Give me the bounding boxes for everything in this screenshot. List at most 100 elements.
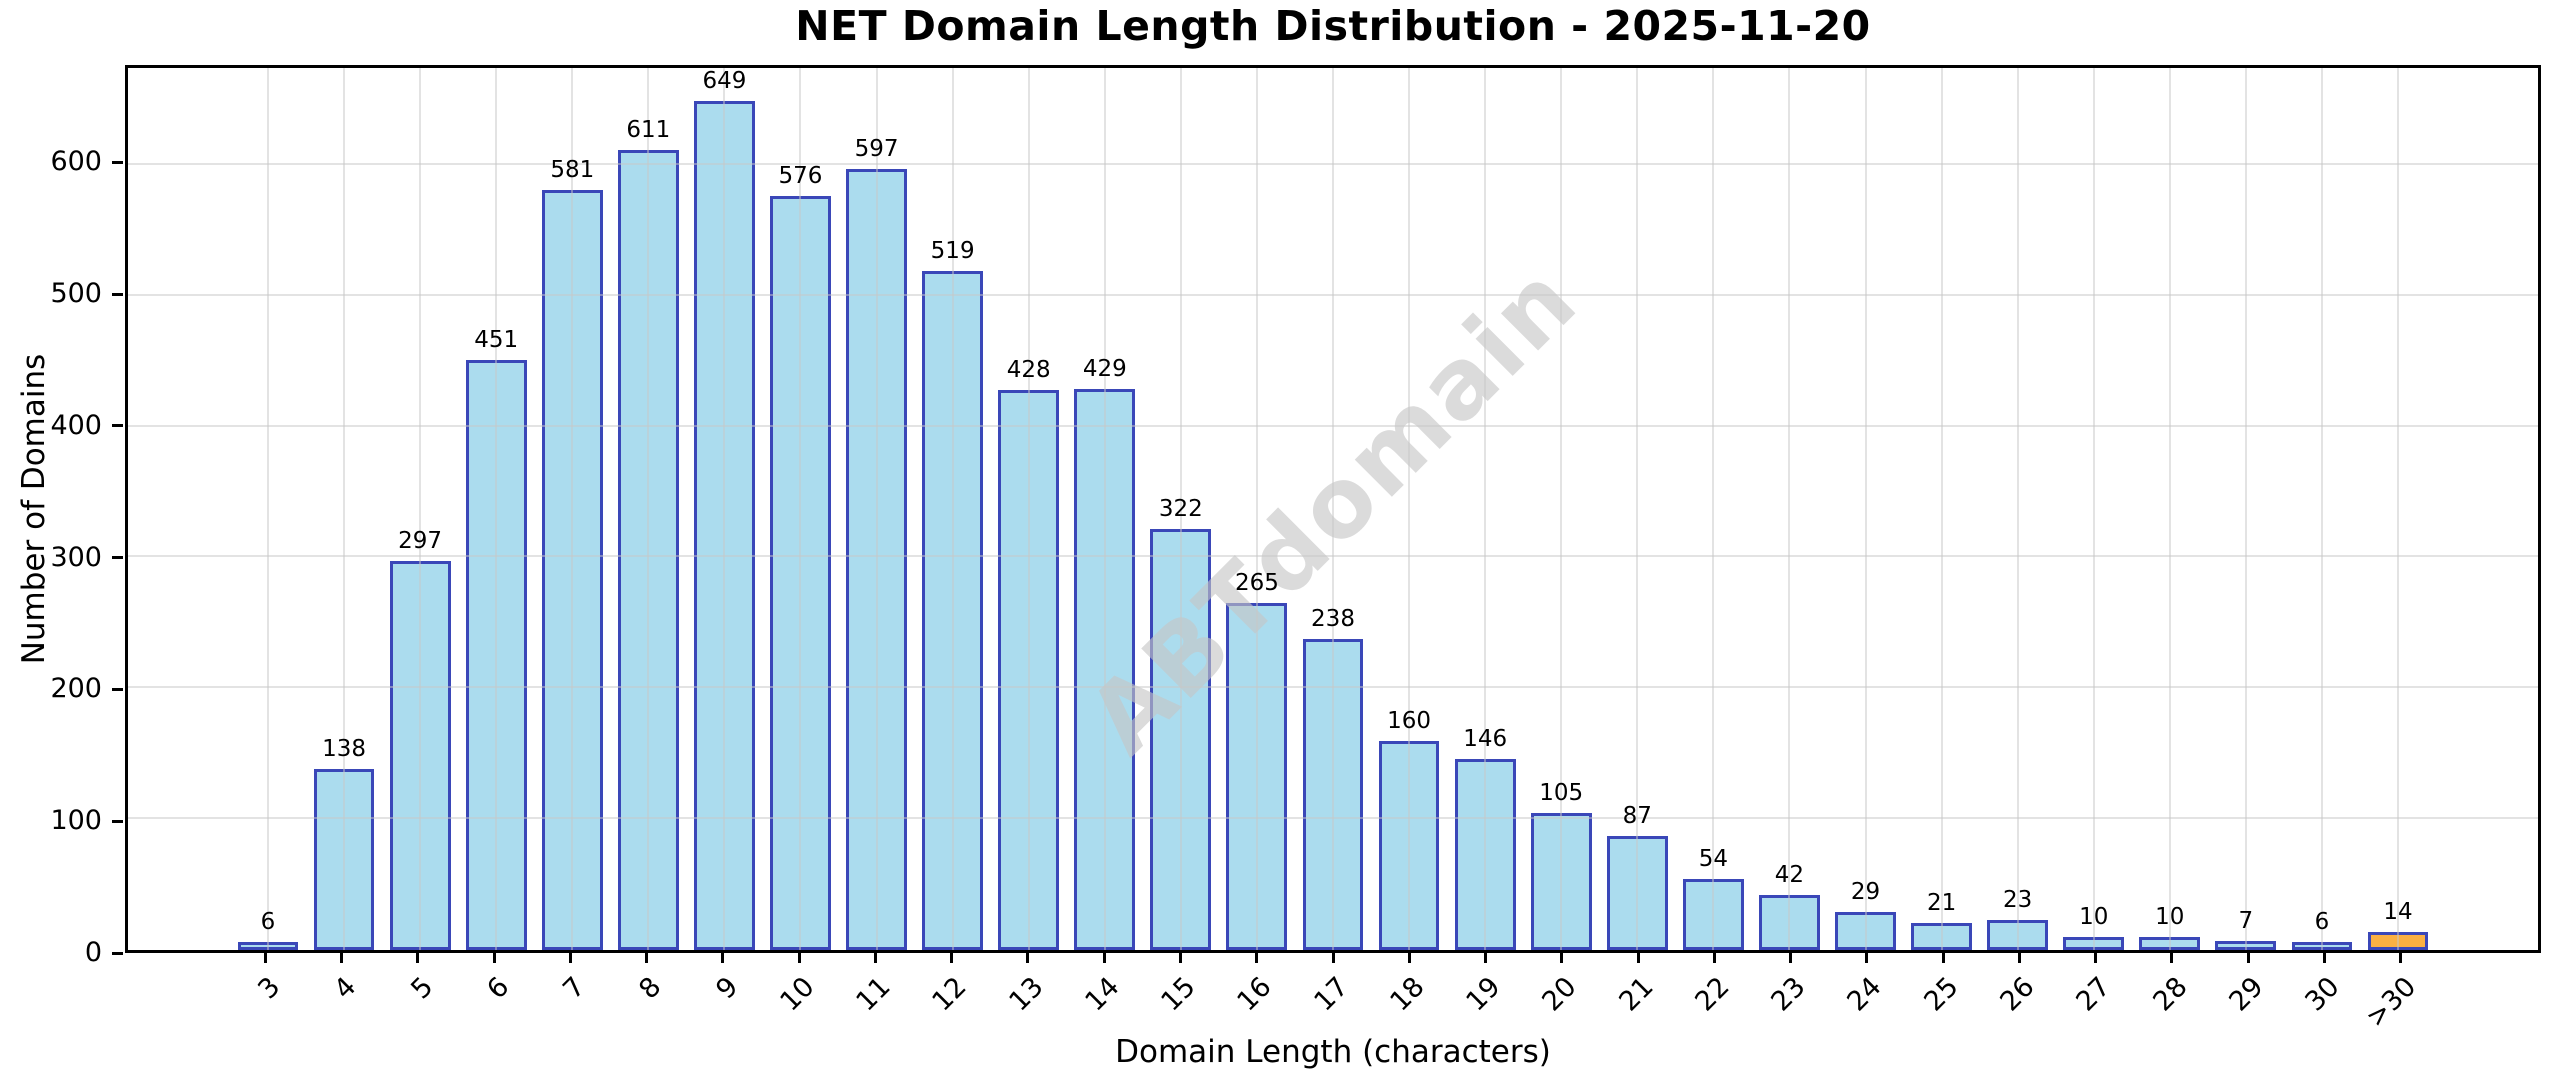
y-tick-label: 400 [50, 409, 102, 441]
bar [237, 942, 299, 950]
bar-value-label: 649 [702, 67, 747, 94]
x-tick-label-text: 27 [2070, 971, 2117, 1018]
gridline-vertical [1864, 68, 1867, 950]
x-tick-mark [1102, 953, 1106, 963]
x-tick-mark [1636, 953, 1640, 963]
gridline-vertical [1788, 68, 1791, 950]
gridline-vertical [2320, 68, 2323, 950]
bar-value-label: 428 [1006, 356, 1051, 383]
bar [2291, 942, 2353, 950]
x-tick-mark [797, 953, 801, 963]
x-tick-label-text: 29 [2223, 971, 2270, 1018]
bar [541, 189, 603, 950]
bar-value-label: 429 [1082, 355, 1127, 382]
x-tick-label-text: 3 [252, 971, 287, 1006]
bar-value-label: 6 [260, 909, 276, 936]
gridline-horizontal [128, 293, 2538, 296]
bar-value-label: 451 [474, 326, 519, 353]
bar-value-label: 138 [322, 736, 366, 763]
bar-value-label: 297 [398, 528, 443, 555]
bar-value-label: 29 [1850, 879, 1881, 906]
bar-value-label: 10 [2155, 903, 2185, 930]
gridline-vertical [2092, 68, 2095, 950]
bar-value-label: 87 [1622, 803, 1652, 830]
y-tick-mark [112, 951, 123, 955]
x-tick-mark [1712, 953, 1716, 963]
x-tick-mark [2246, 953, 2250, 963]
x-tick-mark [950, 953, 954, 963]
bar-value-label: 581 [550, 156, 595, 183]
bar-value-label: 6 [2314, 909, 2330, 936]
x-tick-mark [2399, 953, 2403, 963]
bar [2139, 936, 2201, 950]
x-tick-mark [1560, 953, 1564, 963]
x-tick-mark [2017, 953, 2021, 963]
y-tick-mark [112, 687, 123, 691]
x-tick-label-text: 6 [481, 971, 516, 1006]
x-tick-mark [2094, 953, 2098, 963]
bar [2063, 936, 2125, 950]
bar-value-label: 160 [1387, 707, 1432, 734]
bar [389, 561, 451, 950]
x-tick-label-text: 5 [404, 971, 440, 1006]
x-tick-mark [492, 953, 496, 963]
x-tick-mark [1789, 953, 1793, 963]
x-tick-label-text: 4 [328, 971, 363, 1006]
bar-value-label: 23 [2003, 886, 2033, 913]
bar [693, 100, 755, 950]
bar [1987, 919, 2049, 950]
bar-value-label: 238 [1311, 605, 1355, 632]
gridline-horizontal [128, 162, 2538, 165]
x-tick-mark [1941, 953, 1945, 963]
bar-value-label: 146 [1463, 725, 1508, 752]
bar-value-label: 576 [778, 163, 823, 190]
bar-value-label: 21 [1926, 889, 1957, 916]
bar-value-label: 611 [626, 117, 671, 144]
y-tick-label: 600 [50, 146, 102, 178]
x-tick-mark [1865, 953, 1869, 963]
x-tick-label-text: 25 [1918, 971, 1965, 1018]
bar [1682, 879, 1744, 950]
plot-area: ABTdomain 6 138 297 451 581 611 649 576 597 519 42… [125, 65, 2541, 953]
bar [2367, 931, 2429, 950]
bar [846, 168, 907, 950]
bar [998, 389, 1060, 950]
bar-value-label: 597 [854, 135, 899, 162]
bar-value-label: 14 [2383, 898, 2413, 925]
x-tick-label-text: 28 [2146, 971, 2194, 1018]
y-tick-mark [112, 819, 123, 823]
chart-title: NET Domain Length Distribution - 2025-11… [795, 2, 1871, 50]
y-tick-mark [112, 556, 123, 560]
bar [1530, 812, 1592, 950]
x-tick-mark [340, 953, 344, 963]
x-tick-label-text: 14 [1079, 971, 1126, 1018]
y-tick-mark [112, 292, 123, 296]
bar [1759, 895, 1820, 950]
x-tick-mark [873, 953, 877, 963]
x-tick-mark [568, 953, 572, 963]
x-tick-label-text: 11 [850, 971, 897, 1018]
x-tick-mark [645, 953, 649, 963]
bar-value-label: 322 [1158, 495, 1203, 522]
x-tick-mark [1026, 953, 1030, 963]
x-tick-label-text: 30 [2299, 971, 2346, 1018]
bar [922, 270, 984, 950]
bar-value-label: 42 [1774, 862, 1805, 889]
x-tick-mark [1331, 953, 1335, 963]
gridline-vertical [2244, 68, 2247, 950]
y-tick-label: 200 [50, 673, 102, 705]
x-tick-label-text: 24 [1841, 971, 1889, 1018]
gridline-vertical [266, 68, 269, 950]
x-tick-label-text: 18 [1384, 971, 1431, 1018]
x-tick-mark [1255, 953, 1259, 963]
bar [1454, 758, 1516, 950]
x-tick-label-text: 8 [633, 971, 668, 1006]
x-tick-label-text: 15 [1155, 971, 1202, 1018]
x-tick-label-text: 9 [710, 971, 745, 1006]
x-tick-label-text: 22 [1689, 971, 1736, 1018]
gridline-vertical [2168, 68, 2171, 950]
bar [313, 769, 375, 950]
gridline-vertical [1940, 68, 1943, 950]
y-tick-label: 0 [84, 937, 102, 968]
